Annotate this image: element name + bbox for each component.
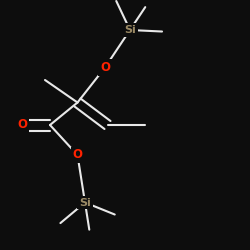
Text: O: O bbox=[72, 148, 83, 162]
Text: Si: Si bbox=[79, 198, 91, 207]
Text: O: O bbox=[18, 118, 28, 132]
Text: Si: Si bbox=[124, 25, 136, 35]
Text: O: O bbox=[100, 61, 110, 74]
